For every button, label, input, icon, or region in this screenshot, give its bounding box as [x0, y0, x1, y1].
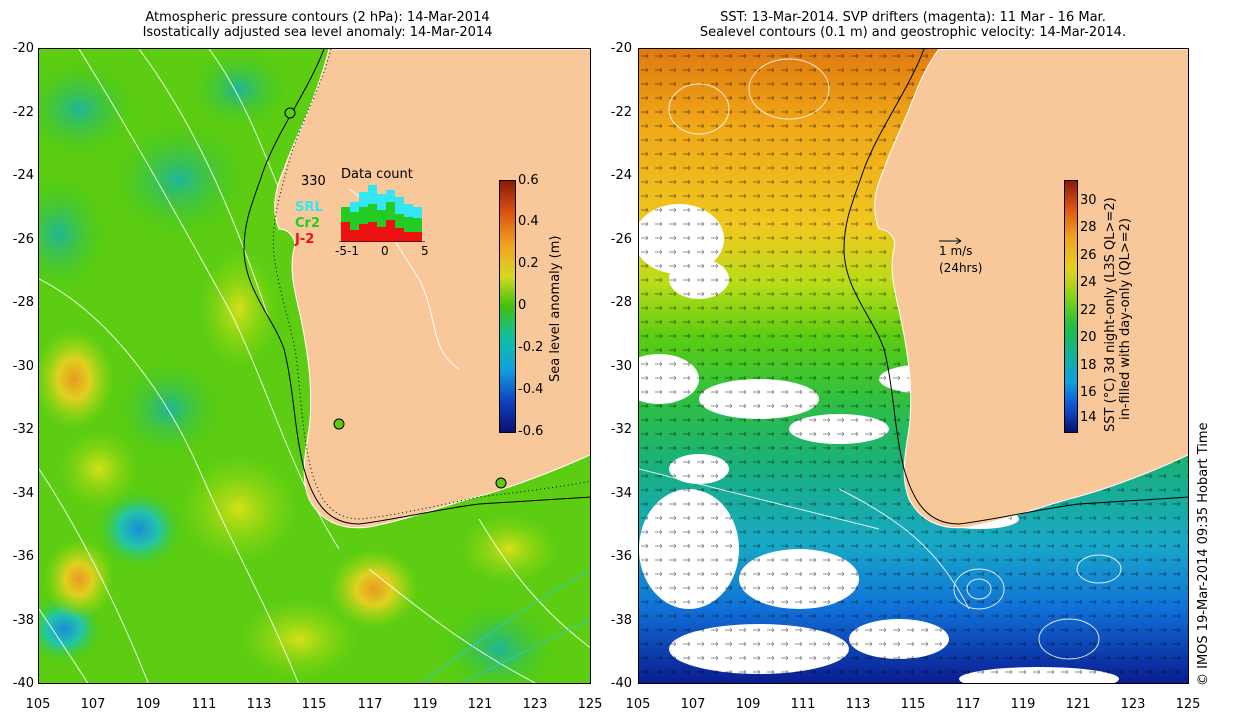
left-xtick-7: 119	[412, 697, 438, 712]
left-xtick-1: 107	[80, 697, 106, 712]
inset-bar-chart	[339, 185, 425, 242]
left-xtick-0: 105	[25, 697, 51, 712]
sla-colorbar-label: Sea level anomaly (m)	[548, 235, 563, 382]
left-xtick-9: 123	[522, 697, 548, 712]
right-title-line1: SST: 13-Mar-2014. SVP drifters (magenta)…	[720, 10, 1106, 25]
sst-map-graphic	[639, 49, 1188, 683]
right-xtick-7: 119	[1010, 697, 1036, 712]
data-count-inset: 330 Data count SRL Cr2 J-2 -5 -1 0 5	[289, 164, 449, 264]
left-xtick-5: 115	[301, 697, 327, 712]
sst-map: 1 m/s (24hrs)	[638, 48, 1189, 684]
inset-title: Data count	[341, 167, 413, 182]
left-xtick-3: 111	[191, 697, 217, 712]
left-xtick-8: 121	[467, 697, 493, 712]
left-title-line2: Isostatically adjusted sea level anomaly…	[142, 25, 493, 40]
left-xtick-6: 117	[357, 697, 383, 712]
inset-xtick-1: -1	[347, 244, 359, 258]
right-xtick-1: 107	[680, 697, 706, 712]
sst-cb-tick-6: 18	[1080, 358, 1097, 373]
left-xtick-10: 125	[577, 697, 603, 712]
inset-max-label: 330	[301, 174, 326, 189]
inset-xtick-2: 0	[381, 244, 389, 258]
land-mass	[274, 49, 590, 529]
velocity-scale-label: 1 m/s	[939, 244, 973, 258]
right-xtick-8: 121	[1065, 697, 1091, 712]
legend-j2: J-2	[295, 232, 315, 247]
sla-cb-tick-3: 0	[518, 298, 527, 313]
right-ytick-2: -24	[610, 168, 632, 183]
sla-cb-tick-4: -0.2	[518, 340, 544, 355]
sst-cb-tick-2: 26	[1080, 248, 1097, 263]
left-ytick-7: -34	[12, 486, 34, 501]
sst-cb-tick-0: 30	[1080, 193, 1097, 208]
right-ytick-6: -32	[610, 422, 632, 437]
sea-level-anomaly-map: 330 Data count SRL Cr2 J-2 -5 -1 0 5	[38, 48, 591, 684]
inset-xtick-3: 5	[421, 244, 429, 258]
right-xtick-9: 123	[1120, 697, 1146, 712]
legend-cr2: Cr2	[295, 216, 320, 231]
right-xtick-0: 105	[625, 697, 651, 712]
sla-cb-tick-1: 0.4	[518, 214, 539, 229]
sst-cb-tick-7: 16	[1080, 385, 1097, 400]
right-xtick-3: 111	[790, 697, 816, 712]
right-xtick-4: 113	[845, 697, 871, 712]
left-xtick-4: 113	[246, 697, 272, 712]
sst-cb-tick-4: 22	[1080, 303, 1097, 318]
right-ytick-0: -20	[610, 41, 632, 56]
sst-cb-tick-5: 20	[1080, 330, 1097, 345]
sst-colorbar-label-line1: SST (°C) 3d night-only (L3S QL>=2)	[1103, 197, 1118, 432]
left-xtick-2: 109	[135, 697, 161, 712]
sst-colorbar	[1064, 180, 1078, 433]
sst-cb-tick-8: 14	[1080, 410, 1097, 425]
left-ytick-0: -20	[12, 41, 34, 56]
sla-cb-tick-0: 0.6	[518, 173, 539, 188]
right-ytick-5: -30	[610, 359, 632, 374]
legend-srl: SRL	[295, 200, 323, 215]
right-xtick-10: 125	[1175, 697, 1201, 712]
right-ytick-1: -22	[610, 105, 632, 120]
left-ytick-3: -26	[12, 232, 34, 247]
sla-cb-tick-2: 0.2	[518, 256, 539, 271]
left-ytick-1: -22	[12, 105, 34, 120]
left-title-line1: Atmospheric pressure contours (2 hPa): 1…	[145, 10, 490, 25]
right-xtick-5: 115	[900, 697, 926, 712]
left-ytick-5: -30	[12, 359, 34, 374]
right-ytick-9: -38	[610, 613, 632, 628]
right-ytick-8: -36	[610, 549, 632, 564]
imos-credit: © IMOS 19-Mar-2014 09:35 Hobart Time	[1196, 422, 1211, 686]
sst-colorbar-label-line2: in-filled with day-only (QL>=2)	[1118, 218, 1133, 420]
inset-xtick-0: -5	[335, 244, 347, 258]
right-ytick-10: -40	[610, 676, 632, 691]
right-ytick-7: -34	[610, 486, 632, 501]
left-ytick-10: -40	[12, 676, 34, 691]
sst-cb-tick-1: 28	[1080, 220, 1097, 235]
left-ytick-8: -36	[12, 549, 34, 564]
left-ytick-9: -38	[12, 613, 34, 628]
sla-cb-tick-6: -0.6	[518, 424, 544, 439]
right-xtick-2: 109	[735, 697, 761, 712]
left-ytick-4: -28	[12, 295, 34, 310]
right-title-line2: Sealevel contours (0.1 m) and geostrophi…	[699, 25, 1127, 40]
sst-cb-tick-3: 24	[1080, 275, 1097, 290]
sla-colorbar	[499, 180, 516, 433]
velocity-scale-sub: (24hrs)	[939, 261, 983, 275]
right-ytick-4: -28	[610, 295, 632, 310]
right-xtick-6: 117	[955, 697, 981, 712]
left-ytick-2: -24	[12, 168, 34, 183]
left-ytick-6: -32	[12, 422, 34, 437]
right-ytick-3: -26	[610, 232, 632, 247]
sla-cb-tick-5: -0.4	[518, 382, 544, 397]
